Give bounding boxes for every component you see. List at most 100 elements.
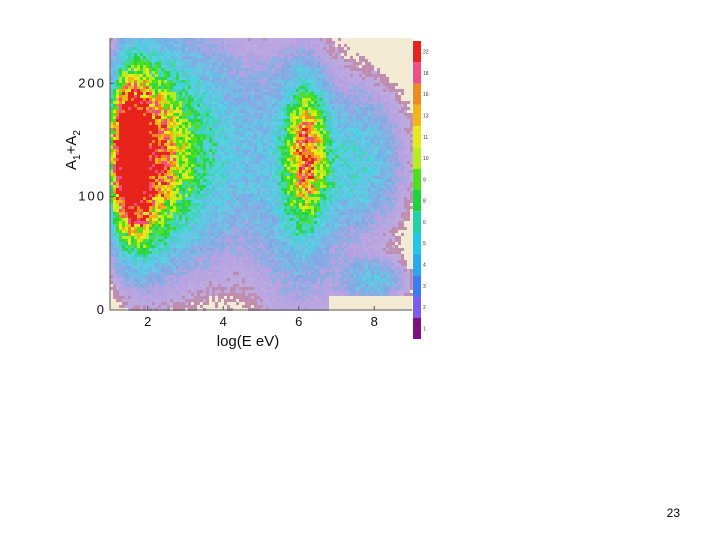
density-cell (218, 245, 221, 248)
density-cell (197, 122, 200, 125)
density-cell (137, 44, 140, 47)
density-cell (167, 215, 170, 218)
density-cell (272, 212, 275, 215)
density-cell (191, 119, 194, 122)
density-cell (188, 77, 191, 80)
density-cell (170, 290, 173, 293)
density-cell (251, 98, 254, 101)
density-cell (203, 170, 206, 173)
density-cell (215, 263, 218, 266)
density-cell (161, 125, 164, 128)
density-cell (263, 107, 266, 110)
density-cell (209, 152, 212, 155)
density-cell (164, 158, 167, 161)
density-cell (182, 95, 185, 98)
density-cell (152, 107, 155, 110)
density-cell (164, 89, 167, 92)
density-cell (149, 137, 152, 140)
density-cell (209, 137, 212, 140)
density-cell (131, 89, 134, 92)
density-cell (212, 167, 215, 170)
density-cell (197, 197, 200, 200)
density-cell (164, 215, 167, 218)
density-cell (119, 275, 122, 278)
density-cell (170, 281, 173, 284)
density-cell (131, 137, 134, 140)
density-cell (173, 116, 176, 119)
density-cell (182, 275, 185, 278)
density-cell (200, 65, 203, 68)
density-cell (269, 74, 272, 77)
density-cell (110, 161, 113, 164)
density-cell (152, 134, 155, 137)
density-cell (209, 221, 212, 224)
density-cell (137, 230, 140, 233)
density-cell (164, 266, 167, 269)
density-cell (188, 227, 191, 230)
density-cell (182, 149, 185, 152)
density-cell (158, 179, 161, 182)
density-cell (242, 41, 245, 44)
density-cell (263, 182, 266, 185)
density-cell (134, 74, 137, 77)
density-cell (182, 146, 185, 149)
density-cell (140, 95, 143, 98)
density-cell (251, 155, 254, 158)
density-cell (161, 278, 164, 281)
density-cell (191, 77, 194, 80)
density-cell (272, 224, 275, 227)
density-cell (119, 119, 122, 122)
density-cell (182, 206, 185, 209)
density-cell (248, 179, 251, 182)
density-cell (269, 167, 272, 170)
density-cell (260, 305, 263, 308)
density-cell (215, 59, 218, 62)
density-cell (239, 176, 242, 179)
density-cell (137, 242, 140, 245)
density-cell (188, 125, 191, 128)
density-cell (152, 173, 155, 176)
density-cell (215, 104, 218, 107)
density-cell (260, 119, 263, 122)
density-cell (140, 80, 143, 83)
density-cell (152, 104, 155, 107)
density-cell (170, 218, 173, 221)
density-cell (125, 77, 128, 80)
density-cell (146, 290, 149, 293)
density-cell (119, 176, 122, 179)
density-cell (110, 143, 113, 146)
density-cell (143, 59, 146, 62)
density-cell (134, 53, 137, 56)
density-cell (176, 284, 179, 287)
density-cell (110, 80, 113, 83)
density-cell (170, 92, 173, 95)
density-cell (161, 293, 164, 296)
density-cell (185, 227, 188, 230)
density-cell (266, 74, 269, 77)
density-cell (188, 89, 191, 92)
density-cell (167, 116, 170, 119)
density-cell (218, 62, 221, 65)
density-cell (254, 152, 257, 155)
density-cell (251, 131, 254, 134)
density-cell (263, 275, 266, 278)
density-cell (146, 194, 149, 197)
density-cell (200, 218, 203, 221)
density-cell (164, 83, 167, 86)
density-cell (254, 146, 257, 149)
density-cell (260, 176, 263, 179)
density-cell (110, 164, 113, 167)
density-cell (164, 200, 167, 203)
density-cell (119, 62, 122, 65)
density-cell (266, 251, 269, 254)
density-cell (185, 305, 188, 308)
density-cell (233, 299, 236, 302)
density-cell (125, 215, 128, 218)
density-cell (185, 167, 188, 170)
density-cell (206, 107, 209, 110)
density-cell (185, 83, 188, 86)
density-cell (149, 239, 152, 242)
density-cell (218, 236, 221, 239)
density-cell (158, 230, 161, 233)
density-cell (206, 86, 209, 89)
